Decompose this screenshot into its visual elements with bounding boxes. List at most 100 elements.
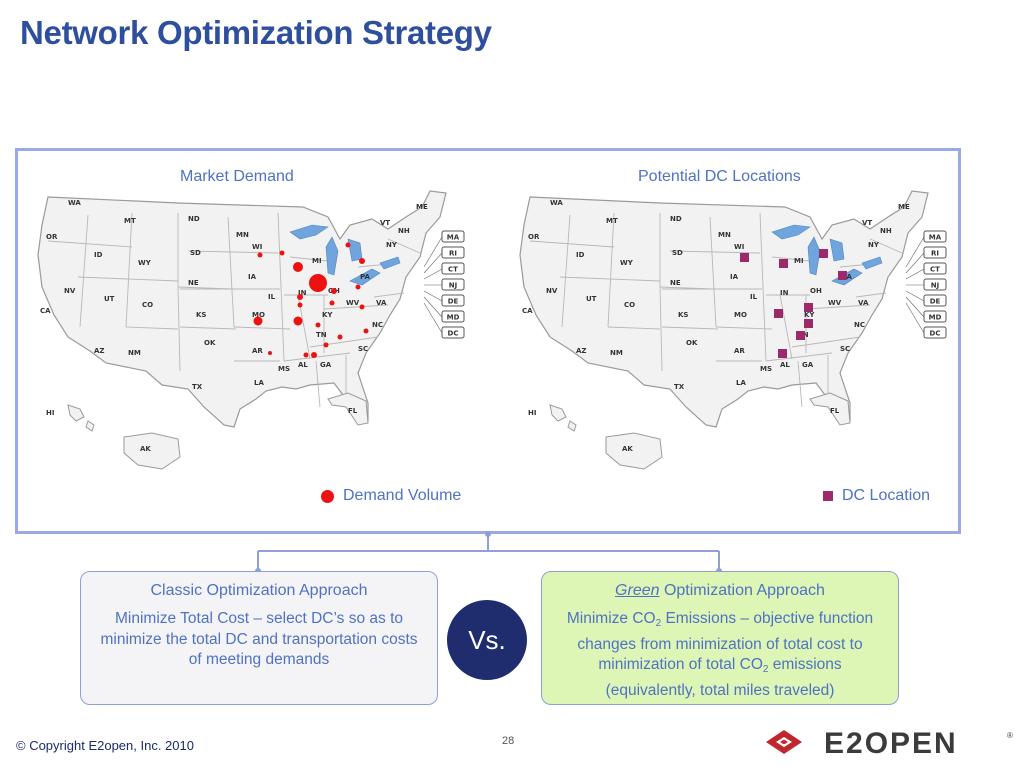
small-state-label: MD bbox=[447, 314, 460, 322]
state-label: PA bbox=[842, 273, 852, 281]
small-state-label: DC bbox=[930, 330, 941, 338]
demand-marker bbox=[293, 316, 303, 326]
small-state-label: MA bbox=[929, 234, 942, 242]
state-label: VT bbox=[862, 219, 872, 227]
state-label: SC bbox=[840, 345, 850, 353]
state-label: SD bbox=[190, 249, 201, 257]
dc-locations-caption: Potential DC Locations bbox=[638, 168, 801, 185]
state-label: MT bbox=[124, 217, 136, 225]
state-label: KY bbox=[804, 311, 815, 319]
state-label: NM bbox=[128, 349, 141, 357]
green-body-part2: Emissions – objective function changes f… bbox=[577, 610, 874, 673]
state-label: WA bbox=[550, 199, 563, 207]
svg-text:®: ® bbox=[1007, 731, 1013, 740]
dc-square-icon bbox=[823, 491, 833, 501]
state-label: ME bbox=[898, 203, 910, 211]
state-label: VT bbox=[380, 219, 390, 227]
state-label: ME bbox=[416, 203, 428, 211]
state-label: NE bbox=[188, 279, 199, 287]
state-label: OK bbox=[686, 339, 698, 347]
dc-locations-map: WA OR CA NV ID MT WY UT AZ NM CO ND SD NE KS OK TX MN IA MO… bbox=[519, 190, 947, 470]
demand-volume-legend: Demand Volume bbox=[321, 487, 461, 505]
small-state-label: DE bbox=[448, 298, 459, 306]
state-label: ND bbox=[670, 215, 682, 223]
state-label: NY bbox=[386, 241, 398, 249]
state-label: CA bbox=[40, 307, 51, 315]
state-label: WI bbox=[252, 243, 262, 251]
dc-marker bbox=[804, 319, 813, 328]
classic-approach-box: Classic Optimization Approach Minimize T… bbox=[80, 571, 438, 705]
demand-marker bbox=[315, 322, 321, 328]
co2-subscript-1: 2 bbox=[655, 618, 662, 629]
state-label: TX bbox=[674, 383, 685, 391]
state-label: PA bbox=[360, 273, 370, 281]
green-body-part3: emissions (equivalently, total miles tra… bbox=[605, 656, 842, 699]
state-label: WY bbox=[138, 259, 152, 267]
state-label: AK bbox=[622, 445, 633, 453]
green-title-rest: Optimization Approach bbox=[659, 582, 825, 599]
demand-marker bbox=[337, 334, 343, 340]
state-label: AL bbox=[780, 361, 790, 369]
small-state-label: MA bbox=[447, 234, 460, 242]
demand-dot-icon bbox=[321, 489, 334, 503]
state-label: TX bbox=[192, 383, 203, 391]
state-label: SD bbox=[672, 249, 683, 257]
state-label: MS bbox=[278, 365, 290, 373]
state-label: WV bbox=[828, 299, 842, 307]
state-label: IA bbox=[730, 273, 739, 281]
demand-marker bbox=[293, 262, 303, 272]
demand-marker bbox=[311, 352, 317, 358]
state-label: NV bbox=[546, 287, 558, 295]
demand-marker bbox=[297, 294, 303, 300]
demand-marker bbox=[303, 352, 309, 358]
state-label: UT bbox=[586, 295, 597, 303]
state-label: MO bbox=[252, 311, 265, 319]
green-body-part1: Minimize CO bbox=[566, 610, 656, 627]
copyright-text: © Copyright E2open, Inc. 2010 bbox=[16, 738, 194, 753]
demand-marker bbox=[279, 250, 285, 256]
green-approach-title: Green Optimization Approach bbox=[554, 582, 886, 600]
demand-marker bbox=[297, 302, 303, 308]
demand-marker bbox=[309, 274, 327, 292]
state-label: AK bbox=[140, 445, 151, 453]
green-emphasis: Green bbox=[615, 582, 660, 599]
dc-marker bbox=[804, 303, 813, 312]
dc-marker bbox=[778, 349, 787, 358]
dc-marker bbox=[774, 309, 783, 318]
classic-approach-title: Classic Optimization Approach bbox=[150, 582, 368, 599]
demand-marker bbox=[359, 258, 365, 264]
green-approach-box: Green Optimization Approach Minimize CO2… bbox=[541, 571, 899, 705]
state-label: NY bbox=[868, 241, 880, 249]
state-label: AZ bbox=[576, 347, 587, 355]
dc-marker bbox=[740, 253, 749, 262]
state-label: CA bbox=[522, 307, 533, 315]
state-label: VA bbox=[858, 299, 869, 307]
state-label: VA bbox=[376, 299, 387, 307]
state-label: FL bbox=[348, 407, 358, 415]
small-state-label: NJ bbox=[449, 282, 457, 290]
e2open-logo-text: E2OPEN bbox=[824, 727, 958, 760]
small-state-label: NJ bbox=[931, 282, 939, 290]
dc-marker bbox=[796, 331, 805, 340]
state-label: NH bbox=[398, 227, 410, 235]
dc-marker bbox=[838, 271, 847, 280]
small-state-label: RI bbox=[931, 250, 939, 258]
dc-location-legend: DC Location bbox=[823, 487, 930, 505]
state-label: MT bbox=[606, 217, 618, 225]
state-label: AR bbox=[734, 347, 745, 355]
state-label: ID bbox=[576, 251, 585, 259]
demand-marker bbox=[329, 300, 335, 306]
demand-marker bbox=[323, 342, 329, 348]
state-label: NH bbox=[880, 227, 892, 235]
state-label: MI bbox=[312, 257, 322, 265]
demand-volume-label: Demand Volume bbox=[343, 487, 462, 504]
market-demand-caption: Market Demand bbox=[180, 168, 294, 185]
state-label: HI bbox=[528, 409, 536, 417]
state-label: NV bbox=[64, 287, 76, 295]
classic-approach-body: Minimize Total Cost – select DC’s so as … bbox=[100, 610, 418, 668]
state-label: KS bbox=[196, 311, 206, 319]
e2open-logo-mark-icon bbox=[766, 730, 802, 754]
state-label: TN bbox=[316, 331, 327, 339]
small-state-label: CT bbox=[448, 266, 458, 274]
state-label: AZ bbox=[94, 347, 105, 355]
